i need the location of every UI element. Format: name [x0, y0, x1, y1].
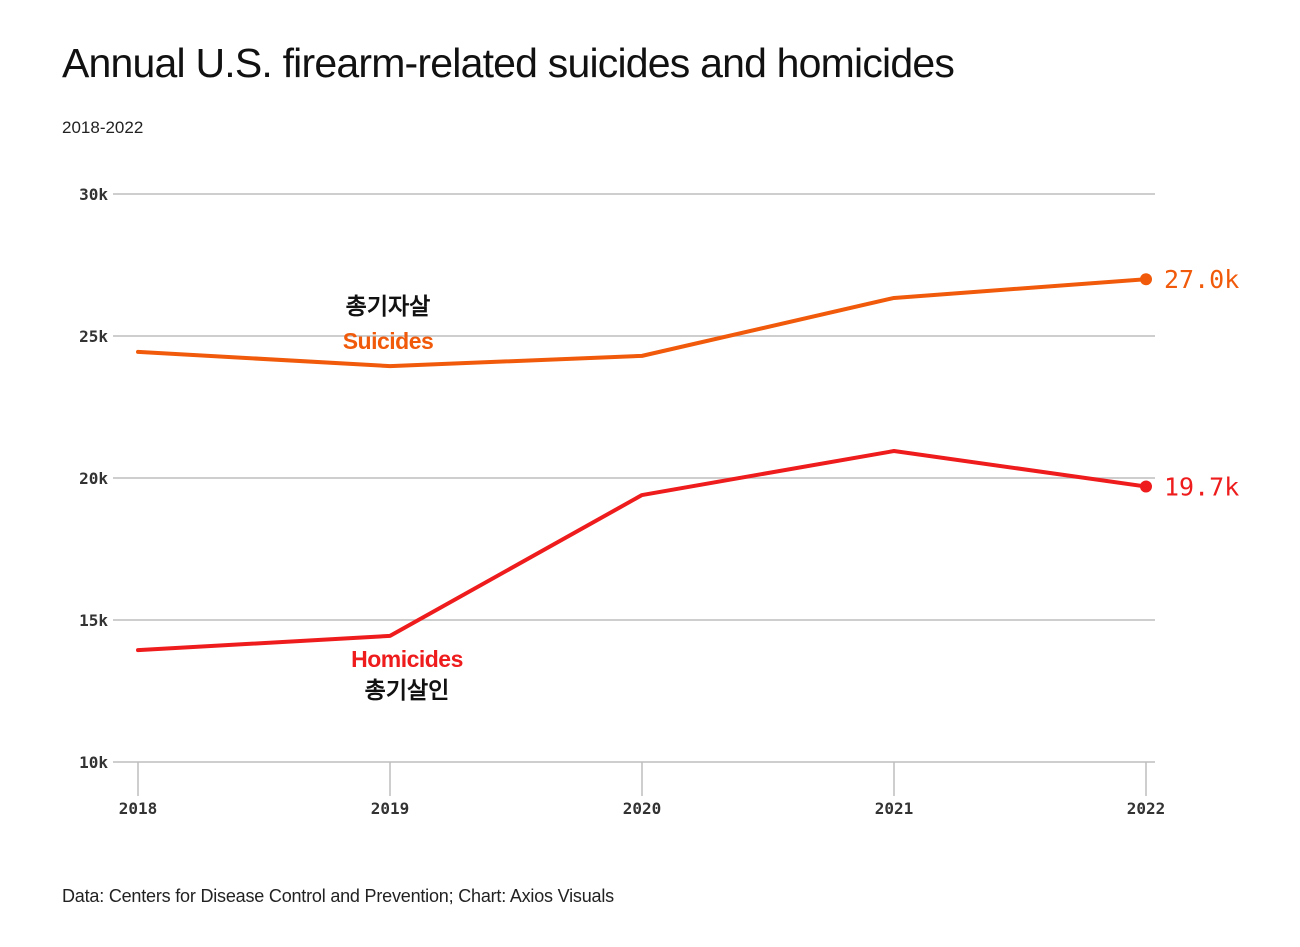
x-tick-label: 2018 — [119, 799, 158, 818]
homicides-line — [136, 449, 1148, 653]
x-tick-label: 2019 — [371, 799, 410, 818]
suicides-end-label: 27.0k — [1164, 265, 1239, 294]
y-tick-label: 20k — [79, 469, 108, 488]
y-axis: 10k 15k 20k 25k 30k — [79, 185, 108, 772]
suicides-label: Suicides — [343, 328, 434, 354]
suicides-end-point — [1140, 273, 1152, 286]
y-tick-label: 10k — [79, 753, 108, 772]
homicides-end-point — [1140, 480, 1152, 493]
chart-title: Annual U.S. firearm-related suicides and… — [62, 40, 955, 86]
x-tick-label: 2022 — [1127, 799, 1166, 818]
homicides-end-label: 19.7k — [1164, 473, 1239, 502]
y-tick-label: 30k — [79, 185, 108, 204]
homicides-label: Homicides — [351, 646, 463, 672]
x-tick-label: 2021 — [875, 799, 914, 818]
suicides-korean-label: 총기자살 — [346, 294, 431, 320]
series-lines: 27.0k 19.7k — [136, 265, 1239, 653]
x-axis: 2018 2019 2020 2021 2022 — [119, 762, 1166, 818]
series-labels: 총기자살 Suicides Homicides 총기살인 — [343, 294, 464, 704]
source-note: Data: Centers for Disease Control and Pr… — [62, 886, 614, 906]
x-tick-label: 2020 — [623, 799, 662, 818]
suicides-line — [136, 277, 1148, 369]
homicides-korean-label: 총기살인 — [365, 678, 450, 704]
gridlines — [113, 193, 1155, 763]
chart-subtitle: 2018-2022 — [62, 118, 144, 137]
y-tick-label: 15k — [79, 611, 108, 630]
y-tick-label: 25k — [79, 327, 108, 346]
